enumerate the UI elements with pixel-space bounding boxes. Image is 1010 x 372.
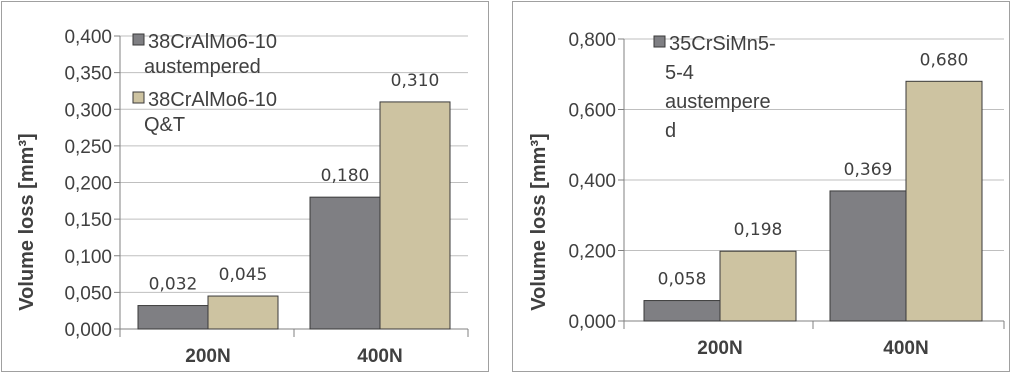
legend-label: d (665, 120, 676, 142)
x-category-label: 200N (185, 346, 230, 367)
legend-label: 35CrSiMn5- (669, 33, 776, 55)
legend-label: austempere (665, 91, 771, 113)
chart-2: 0,000 0,200 0,400 0,600 0,800 200N 400N 0,058 0,… (512, 1, 1010, 372)
chart-1: 0,000 0,050 0,100 0,150 0,200 0,250 0,300 0,350… (1, 1, 489, 372)
legend-swatch (653, 35, 666, 48)
bar-data-label: 0,045 (219, 265, 268, 285)
bar (905, 80, 983, 322)
legend-entry: 38CrAlMo6-10 Q&T (132, 89, 277, 136)
bar-data-label: 0,180 (321, 166, 370, 186)
y-tick-label: 0,150 (64, 210, 112, 231)
legend-swatch (132, 91, 145, 104)
bar (309, 196, 381, 330)
bar-data-label: 0,369 (844, 160, 893, 180)
bar-data-label: 0,680 (920, 50, 969, 70)
x-category-label: 400N (883, 338, 928, 359)
legend-label: 38CrAlMo6-10 (148, 31, 277, 53)
bar-data-label: 0,032 (149, 275, 198, 295)
y-tick-label: 0,350 (64, 64, 112, 85)
x-category-label: 200N (697, 338, 742, 359)
y-tick-label: 0,200 (64, 174, 112, 195)
y-tick-label: 0,000 (64, 320, 112, 341)
legend-entry: 38CrAlMo6-10 austempered (132, 31, 277, 78)
y-tick-label: 0,200 (568, 242, 616, 263)
legend-label: 38CrAlMo6-10 (148, 89, 277, 111)
legend-label: austempered (144, 56, 261, 78)
legend-label: 5-4 (665, 62, 694, 84)
x-category-label: 400N (357, 346, 402, 367)
legend-swatch (132, 33, 145, 46)
y-tick-label: 0,050 (64, 283, 112, 304)
bar-data-label: 0,058 (658, 270, 707, 290)
bar-data-label: 0,198 (734, 220, 783, 240)
y-tick-label: 0,300 (64, 100, 112, 121)
y-axis-label: Volume loss [mm³] (528, 133, 550, 310)
y-tick-label: 0,250 (64, 137, 112, 158)
bar (829, 190, 907, 322)
bar (643, 300, 721, 322)
y-tick-label: 0,400 (568, 171, 616, 192)
bar-data-label: 0,310 (391, 71, 440, 91)
bar (379, 101, 451, 330)
y-tick-label: 0,000 (568, 312, 616, 333)
legend-label: Q&T (144, 114, 185, 136)
y-tick-label: 0,600 (568, 101, 616, 122)
y-axis-label: Volume loss [mm³] (16, 133, 38, 310)
bar (137, 305, 209, 330)
bar (719, 250, 797, 322)
bar (207, 295, 279, 330)
y-tick-label: 0,400 (64, 27, 112, 48)
y-tick-label: 0,100 (64, 247, 112, 268)
legend-entry: 35CrSiMn5- 5-4 austempere d (653, 33, 776, 142)
y-tick-label: 0,800 (568, 30, 616, 51)
